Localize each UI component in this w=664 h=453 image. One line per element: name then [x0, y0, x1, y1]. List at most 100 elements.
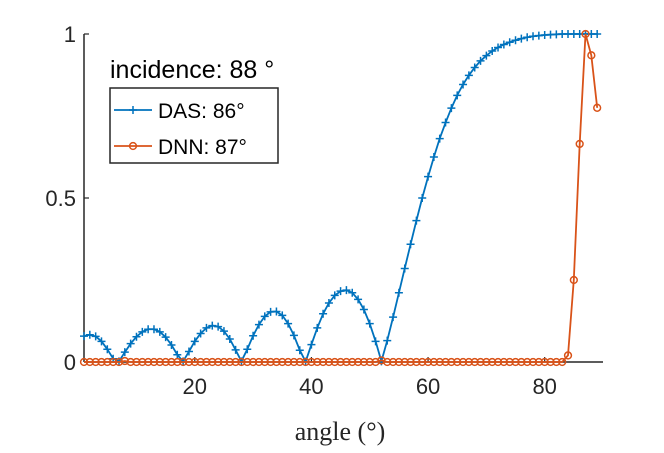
das-data-point	[324, 298, 333, 307]
das-data-point	[219, 327, 228, 336]
das-data-point	[359, 305, 368, 314]
dnn-data-point	[132, 357, 141, 367]
dnn-data-point	[202, 357, 211, 367]
dnn-data-point	[493, 357, 503, 367]
das-data-point	[348, 288, 357, 297]
dnn-data-point	[342, 357, 351, 367]
x-tick-label: 40	[299, 374, 323, 399]
dnn-data-point	[388, 357, 398, 367]
das-data-point	[260, 312, 269, 321]
das-data-point	[161, 333, 170, 342]
das-data-point	[149, 325, 158, 334]
dnn-data-point	[260, 357, 269, 367]
dnn-data-point	[365, 357, 374, 367]
y-tick-label: 0	[64, 350, 76, 375]
dnn-data-point	[563, 351, 573, 360]
das-data-point	[202, 323, 211, 332]
dnn-data-point	[114, 357, 124, 367]
das-data-point	[464, 71, 473, 80]
dnn-data-point	[429, 357, 439, 367]
dnn-data-point	[488, 357, 497, 367]
das-data-point	[307, 340, 316, 349]
dnn-data-point	[278, 357, 287, 367]
dnn-data-point	[190, 357, 199, 367]
dnn-data-point	[330, 357, 339, 367]
das-data-point	[243, 345, 252, 354]
dnn-data-point	[441, 357, 450, 367]
das-data-point	[453, 91, 462, 100]
dnn-series	[79, 29, 602, 367]
das-data-point	[418, 194, 427, 202]
das-data-point	[424, 172, 433, 181]
das-data-point	[85, 330, 94, 339]
dnn-data-point	[499, 357, 509, 367]
dnn-data-point	[109, 357, 118, 367]
dnn-data-point	[307, 357, 316, 367]
das-data-point	[371, 337, 380, 346]
dnn-data-point	[587, 51, 596, 60]
das-data-point	[91, 332, 100, 341]
dnn-data-point	[523, 357, 532, 367]
dnn-data-point	[394, 357, 404, 367]
das-data-point	[120, 348, 129, 357]
dnn-data-point	[575, 139, 584, 149]
x-tick-label: 20	[183, 374, 207, 399]
das-data-point	[406, 240, 415, 249]
legend-item-das[interactable]: DAS: 86°	[114, 100, 245, 123]
das-data-point	[593, 30, 602, 38]
das-data-point	[336, 287, 345, 296]
dnn-data-point	[482, 357, 491, 367]
das-data-point	[389, 313, 398, 322]
legend[interactable]: DAS: 86° DNN: 87°	[109, 87, 279, 164]
dnn-data-point	[91, 357, 100, 367]
das-data-point	[80, 332, 88, 341]
dnn-data-point	[161, 357, 170, 367]
das-data-point	[482, 51, 491, 60]
das-data-point	[289, 331, 298, 340]
dnn-data-point	[318, 357, 328, 367]
das-data-point	[400, 264, 409, 273]
dnn-data-point	[266, 357, 275, 367]
das-data-point	[155, 327, 164, 336]
das-data-point	[167, 340, 176, 349]
legend-marker	[128, 141, 138, 151]
das-data-point	[295, 346, 304, 355]
legend-marker	[129, 106, 137, 114]
das-data-point	[342, 286, 351, 295]
das-data-point	[365, 319, 374, 328]
das-data-point	[313, 323, 322, 332]
das-data-point	[447, 104, 456, 113]
das-data-point	[505, 38, 514, 47]
dnn-data-point	[400, 357, 409, 367]
das-data-point	[231, 345, 240, 354]
dnn-data-point	[540, 357, 549, 367]
dnn-data-point	[511, 357, 520, 367]
dnn-data-point	[348, 357, 357, 367]
dnn-data-point	[178, 357, 188, 367]
dnn-data-point	[458, 357, 468, 367]
dnn-data-point	[313, 357, 322, 367]
dnn-data-point	[103, 357, 112, 367]
das-data-point	[272, 307, 281, 316]
y-tick-label: 0.5	[45, 186, 76, 211]
legend-label: DNN: 87°	[158, 136, 247, 159]
dnn-data-point	[173, 357, 182, 367]
das-data-point	[278, 311, 287, 320]
y-tick-label: 1	[64, 22, 76, 47]
x-axis-label: angle (°)	[295, 417, 386, 446]
dnn-data-point	[505, 357, 514, 367]
legend-item-dnn[interactable]: DNN: 87°	[114, 136, 247, 159]
dnn-data-point	[126, 357, 135, 367]
dnn-data-point	[301, 357, 310, 367]
dnn-data-point	[581, 29, 590, 39]
das-data-point	[319, 309, 328, 318]
das-data-point	[138, 327, 147, 336]
dnn-data-point	[155, 357, 164, 367]
dnn-data-point	[196, 357, 205, 367]
dnn-data-point	[167, 357, 176, 367]
dnn-data-point	[447, 357, 456, 367]
dnn-data-point	[97, 357, 106, 367]
dnn-data-point	[412, 357, 421, 367]
dnn-data-point	[546, 357, 555, 367]
